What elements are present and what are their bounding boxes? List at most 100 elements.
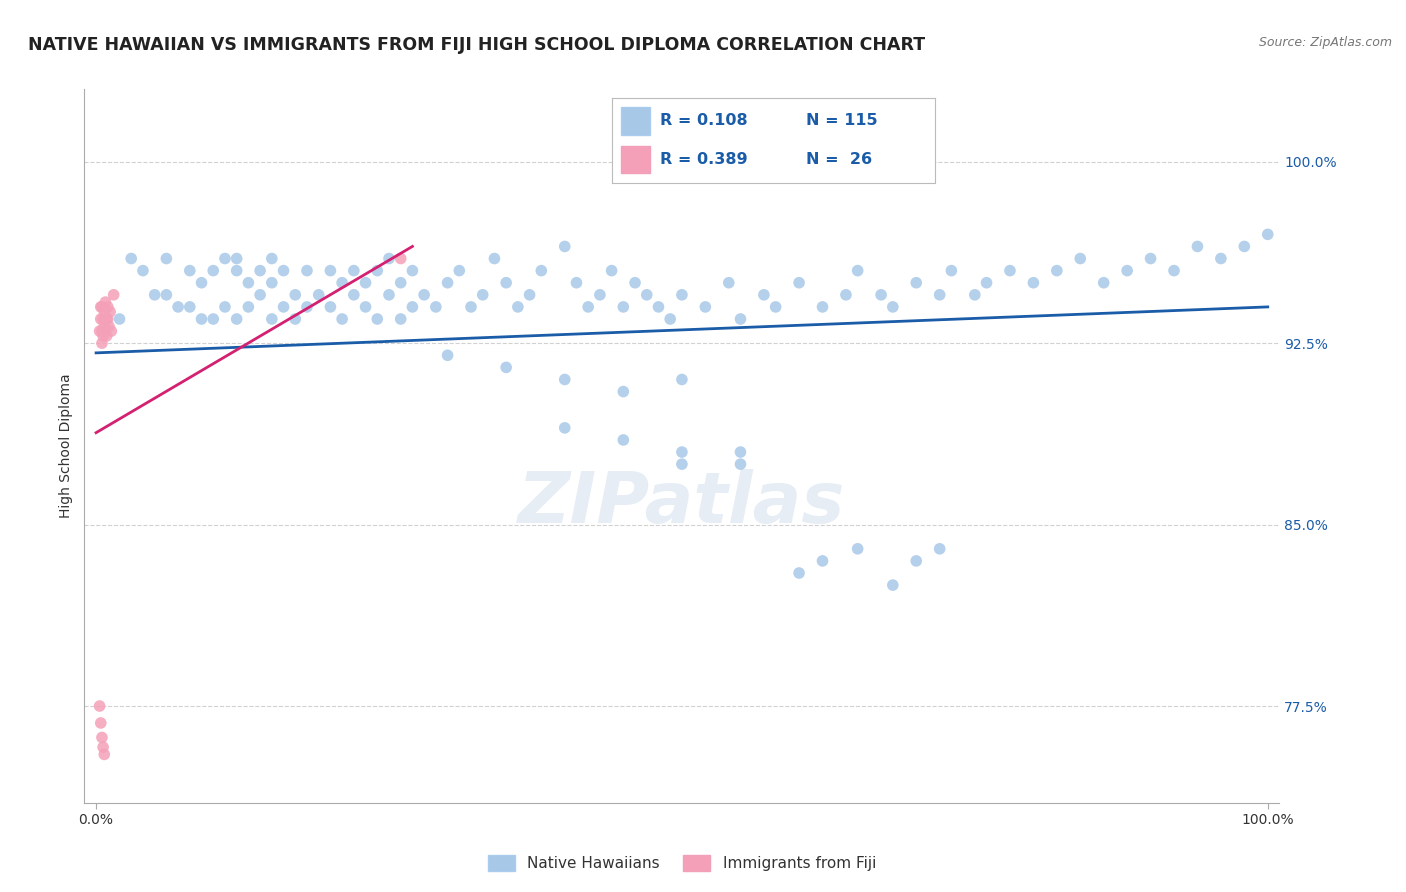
- Point: [284, 288, 307, 302]
- Point: [1163, 263, 1185, 277]
- Point: [108, 312, 131, 326]
- Point: [612, 433, 634, 447]
- Point: [389, 276, 412, 290]
- Point: [565, 276, 588, 290]
- Point: [89, 324, 111, 338]
- Point: [249, 263, 271, 277]
- Point: [319, 300, 342, 314]
- Point: [554, 372, 576, 386]
- Point: [941, 263, 963, 277]
- Point: [90, 300, 114, 314]
- Point: [671, 372, 693, 386]
- Point: [97, 300, 120, 314]
- Point: [273, 300, 295, 314]
- Point: [730, 457, 752, 471]
- Point: [330, 276, 353, 290]
- Point: [214, 252, 236, 266]
- Point: [354, 276, 377, 290]
- Point: [190, 276, 212, 290]
- Point: [624, 276, 647, 290]
- Point: [671, 445, 693, 459]
- Point: [752, 288, 775, 302]
- Point: [91, 329, 114, 343]
- Point: [401, 263, 423, 277]
- Point: [882, 300, 904, 314]
- Point: [436, 348, 458, 362]
- Point: [202, 263, 225, 277]
- Point: [343, 263, 366, 277]
- Point: [167, 300, 190, 314]
- Point: [846, 263, 869, 277]
- Point: [308, 288, 330, 302]
- Point: [319, 263, 342, 277]
- Point: [671, 288, 693, 302]
- Point: [484, 252, 506, 266]
- Point: [90, 731, 114, 745]
- Point: [436, 276, 458, 290]
- Point: [155, 252, 177, 266]
- Point: [389, 252, 412, 266]
- Text: NATIVE HAWAIIAN VS IMMIGRANTS FROM FIJI HIGH SCHOOL DIPLOMA CORRELATION CHART: NATIVE HAWAIIAN VS IMMIGRANTS FROM FIJI …: [28, 36, 925, 54]
- Point: [1209, 252, 1232, 266]
- Point: [928, 541, 950, 556]
- Point: [1022, 276, 1045, 290]
- Legend: Native Hawaiians, Immigrants from Fiji: Native Hawaiians, Immigrants from Fiji: [482, 849, 882, 877]
- Point: [401, 300, 423, 314]
- Point: [214, 300, 236, 314]
- Point: [179, 263, 201, 277]
- Point: [143, 288, 166, 302]
- Point: [787, 566, 810, 580]
- Point: [870, 288, 893, 302]
- Point: [1233, 239, 1256, 253]
- Point: [225, 312, 247, 326]
- Point: [295, 263, 318, 277]
- Point: [976, 276, 998, 290]
- Point: [460, 300, 482, 314]
- Point: [94, 295, 117, 310]
- Point: [695, 300, 717, 314]
- Point: [1092, 276, 1115, 290]
- Point: [576, 300, 599, 314]
- Point: [835, 288, 858, 302]
- Point: [730, 312, 752, 326]
- Text: R = 0.389: R = 0.389: [661, 152, 748, 167]
- FancyBboxPatch shape: [621, 145, 651, 173]
- Point: [471, 288, 494, 302]
- Point: [765, 300, 787, 314]
- Point: [98, 304, 121, 318]
- Point: [787, 276, 810, 290]
- Point: [330, 312, 353, 326]
- Point: [366, 263, 388, 277]
- Point: [354, 300, 377, 314]
- Point: [647, 300, 669, 314]
- Point: [91, 740, 114, 755]
- Point: [98, 319, 120, 334]
- Point: [554, 239, 576, 253]
- Point: [155, 288, 177, 302]
- Point: [413, 288, 436, 302]
- Point: [96, 329, 118, 343]
- Text: Source: ZipAtlas.com: Source: ZipAtlas.com: [1258, 36, 1392, 49]
- Point: [90, 324, 114, 338]
- Point: [389, 312, 412, 326]
- Point: [284, 312, 307, 326]
- Point: [94, 324, 117, 338]
- Point: [238, 300, 260, 314]
- Point: [425, 300, 447, 314]
- Point: [671, 457, 693, 471]
- Point: [1046, 263, 1069, 277]
- Point: [506, 300, 529, 314]
- Point: [612, 300, 634, 314]
- Point: [589, 288, 612, 302]
- Point: [659, 312, 682, 326]
- Point: [530, 263, 553, 277]
- Point: [600, 263, 623, 277]
- Y-axis label: High School Diploma: High School Diploma: [59, 374, 73, 518]
- FancyBboxPatch shape: [621, 107, 651, 135]
- Point: [260, 252, 283, 266]
- Point: [905, 554, 928, 568]
- Text: R = 0.108: R = 0.108: [661, 113, 748, 128]
- Point: [882, 578, 904, 592]
- Point: [90, 300, 112, 314]
- Point: [295, 300, 318, 314]
